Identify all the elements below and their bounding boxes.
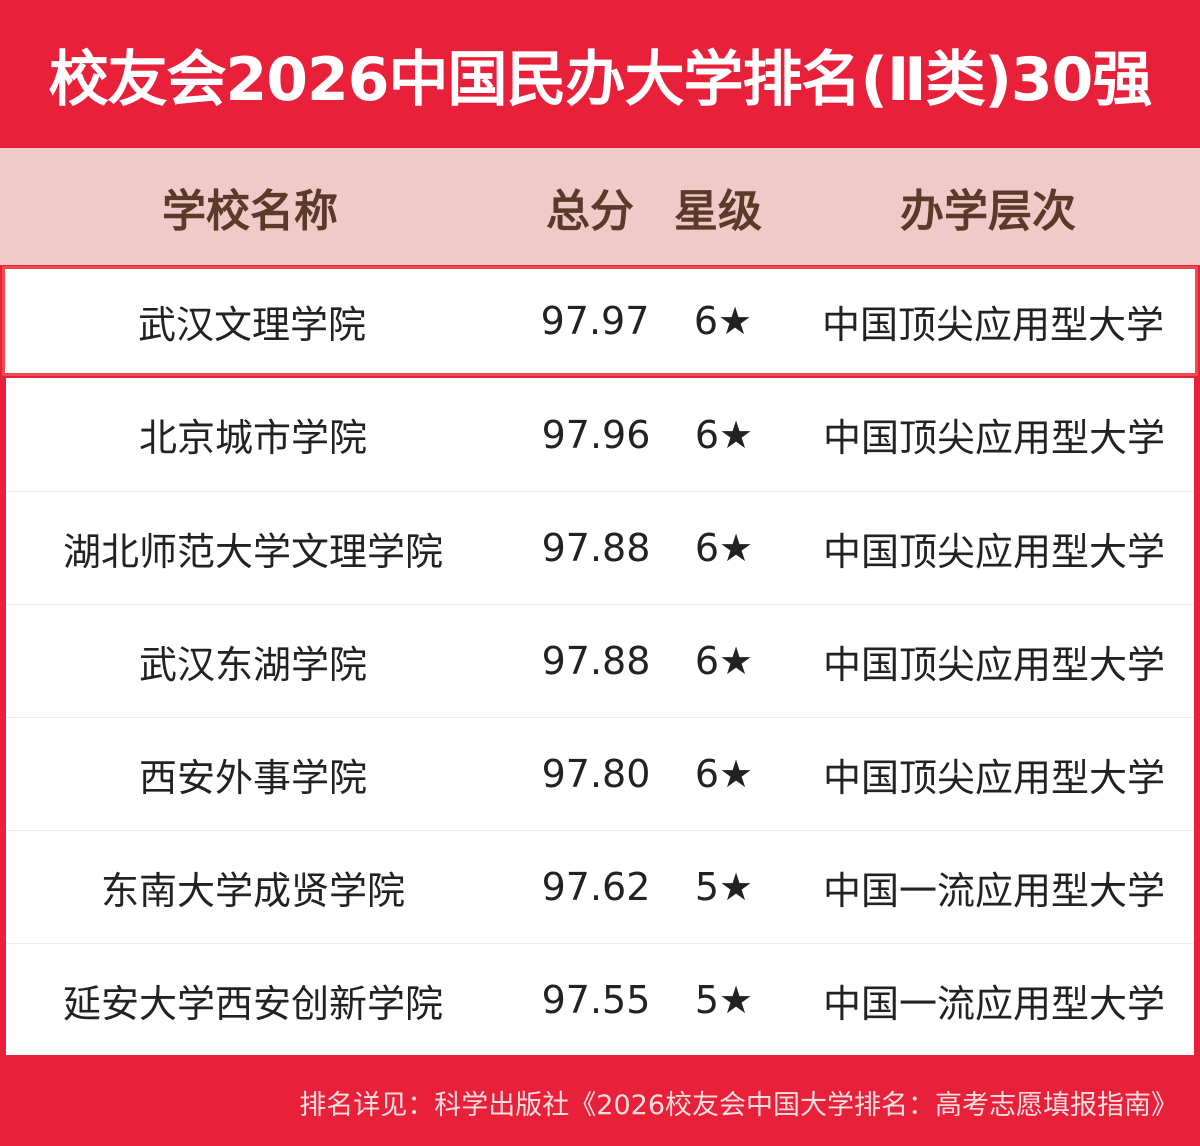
header-stars: 星级 bbox=[674, 185, 762, 237]
table-row: 北京城市学院 97.96 6★ 中国顶尖应用型大学 bbox=[6, 378, 1194, 491]
school-name: 北京城市学院 bbox=[138, 416, 367, 460]
level: 中国顶尖应用型大学 bbox=[822, 529, 1165, 574]
score: 97.97 bbox=[540, 299, 650, 343]
score: 97.80 bbox=[541, 752, 651, 796]
score: 97.96 bbox=[541, 412, 651, 457]
stars: 6★ bbox=[694, 752, 754, 796]
source-note: 排名详见：科学出版社《2026校友会中国大学排名：高考志愿填报指南》 bbox=[299, 1089, 1178, 1121]
table-row: 延安大学西安创新学院 97.55 5★ 中国一流应用型大学 bbox=[6, 943, 1194, 1056]
level: 中国顶尖应用型大学 bbox=[821, 302, 1164, 347]
highlighted-row-container: 武汉文理学院 97.97 6★ 中国顶尖应用型大学 bbox=[2, 266, 1198, 376]
table-body: 北京城市学院 97.96 6★ 中国顶尖应用型大学 湖北师范大学文理学院 97.88 6★ 中… bbox=[6, 378, 1194, 1055]
table-row: 东南大学成贤学院 97.62 5★ 中国一流应用型大学 bbox=[6, 830, 1194, 943]
level: 中国一流应用型大学 bbox=[822, 981, 1165, 1026]
level: 中国一流应用型大学 bbox=[822, 868, 1165, 913]
header-score: 总分 bbox=[546, 185, 634, 237]
stars: 6★ bbox=[693, 299, 753, 343]
table-row: 西安外事学院 97.80 6★ 中国顶尖应用型大学 bbox=[6, 717, 1194, 830]
school-name: 武汉文理学院 bbox=[137, 302, 366, 347]
table-header: 学校名称 总分 星级 办学层次 bbox=[0, 148, 1200, 265]
score: 97.55 bbox=[541, 978, 651, 1022]
table-row: 湖北师范大学文理学院 97.88 6★ 中国顶尖应用型大学 bbox=[6, 491, 1194, 604]
score: 97.88 bbox=[541, 526, 651, 570]
table-row: 武汉文理学院 97.97 6★ 中国顶尖应用型大学 bbox=[5, 269, 1195, 373]
school-name: 延安大学西安创新学院 bbox=[62, 981, 443, 1026]
stars: 6★ bbox=[694, 526, 754, 570]
stars: 6★ bbox=[694, 412, 754, 457]
score: 97.88 bbox=[541, 639, 651, 683]
page-title: 校友会2026中国民办大学排名(Ⅱ类)30强 bbox=[48, 44, 1153, 115]
level: 中国顶尖应用型大学 bbox=[822, 642, 1165, 687]
level: 中国顶尖应用型大学 bbox=[822, 755, 1165, 800]
school-name: 西安外事学院 bbox=[138, 755, 367, 800]
score: 97.62 bbox=[541, 865, 651, 909]
header-name: 学校名称 bbox=[162, 185, 338, 237]
school-name: 湖北师范大学文理学院 bbox=[62, 529, 443, 574]
school-name: 东南大学成贤学院 bbox=[100, 868, 405, 913]
stars: 5★ bbox=[694, 865, 754, 909]
school-name: 武汉东湖学院 bbox=[138, 642, 367, 687]
level: 中国顶尖应用型大学 bbox=[822, 416, 1165, 460]
table-row: 武汉东湖学院 97.88 6★ 中国顶尖应用型大学 bbox=[6, 604, 1194, 717]
stars: 6★ bbox=[694, 639, 754, 683]
stars: 5★ bbox=[694, 978, 754, 1022]
header-level: 办学层次 bbox=[900, 185, 1076, 237]
